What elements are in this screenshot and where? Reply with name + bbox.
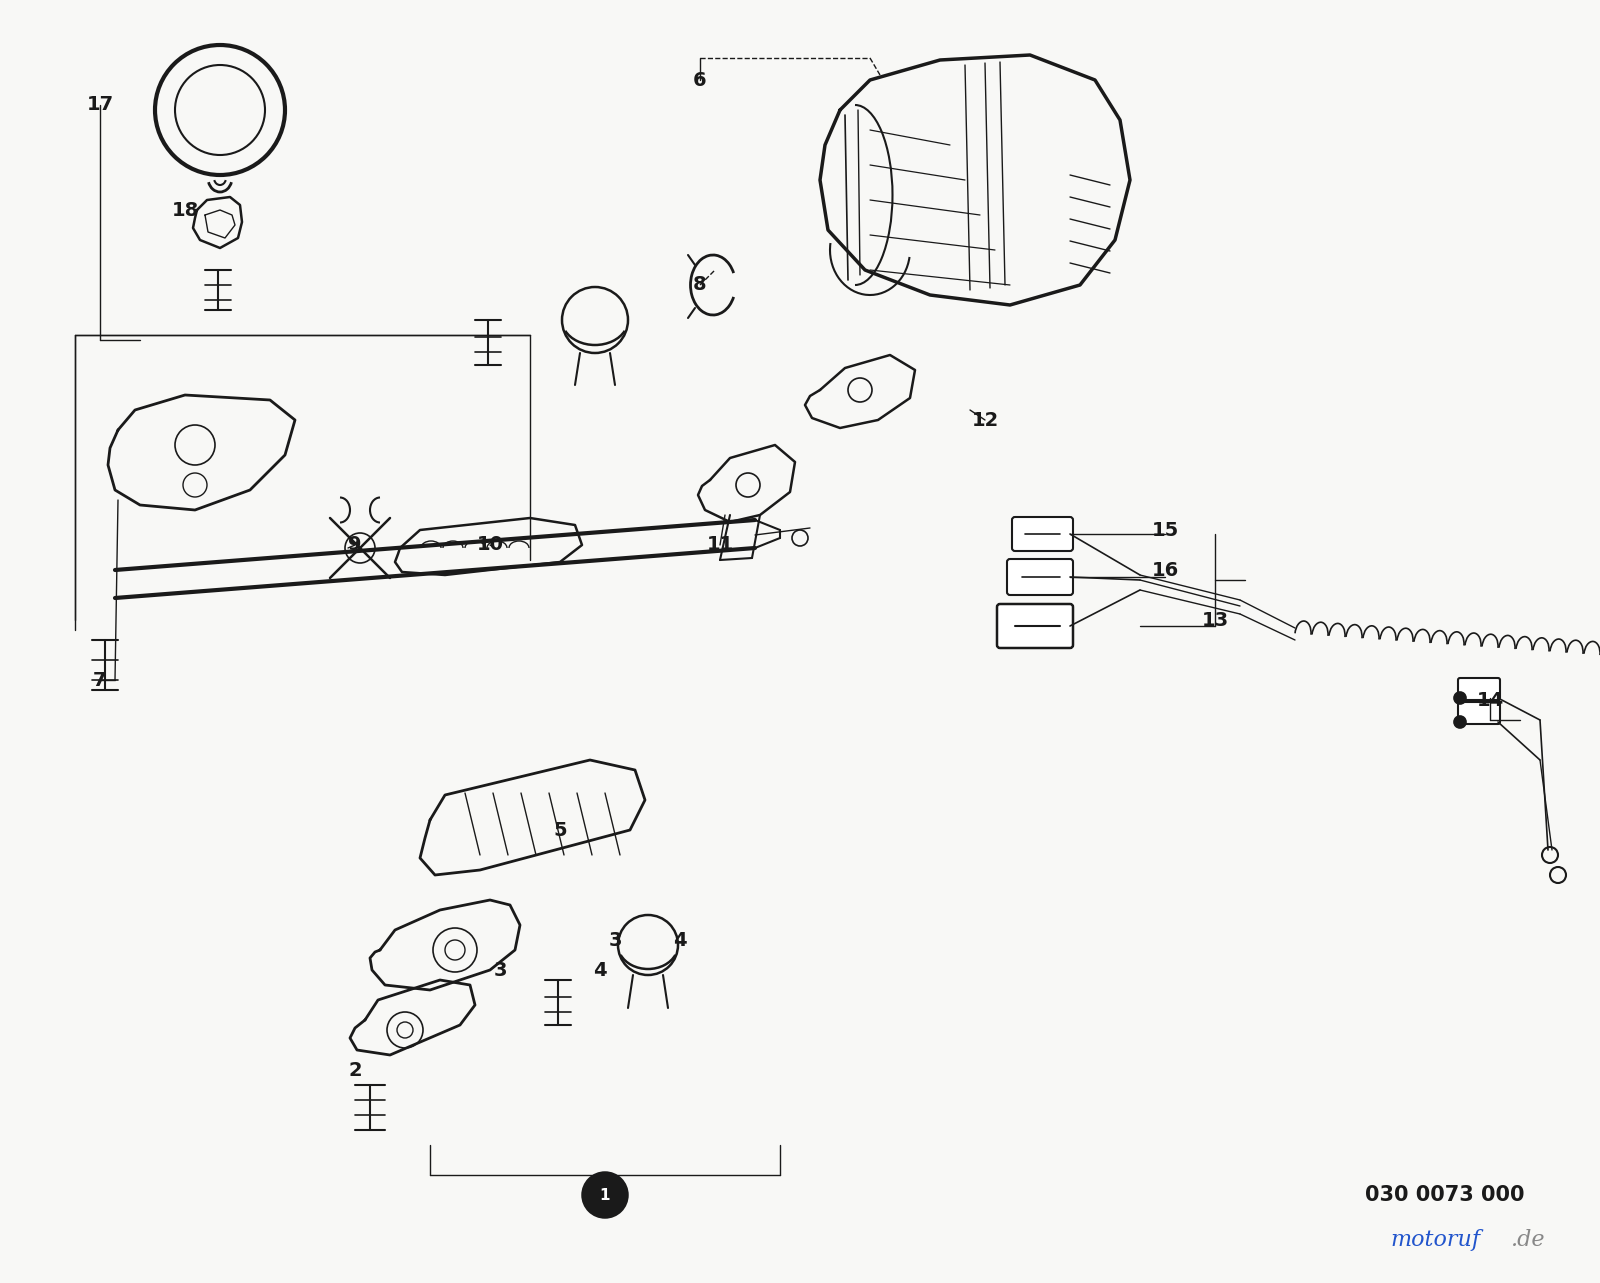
FancyBboxPatch shape xyxy=(1013,517,1074,550)
Text: 4: 4 xyxy=(594,961,606,979)
Circle shape xyxy=(1454,716,1466,727)
Text: 030 0073 000: 030 0073 000 xyxy=(1365,1185,1525,1205)
FancyBboxPatch shape xyxy=(1458,702,1501,724)
Text: 1: 1 xyxy=(600,1188,610,1202)
FancyBboxPatch shape xyxy=(997,604,1074,648)
Text: 14: 14 xyxy=(1477,690,1504,709)
Circle shape xyxy=(582,1173,627,1218)
Text: 15: 15 xyxy=(1152,521,1179,539)
Text: motoruf: motoruf xyxy=(1390,1229,1480,1251)
Circle shape xyxy=(1454,692,1466,704)
Text: 17: 17 xyxy=(86,95,114,114)
Text: 3: 3 xyxy=(608,930,622,949)
FancyBboxPatch shape xyxy=(1006,559,1074,595)
Text: 4: 4 xyxy=(674,930,686,949)
Text: 9: 9 xyxy=(349,535,362,554)
Text: 18: 18 xyxy=(171,200,198,219)
Text: 16: 16 xyxy=(1152,561,1179,580)
Text: 12: 12 xyxy=(971,411,998,430)
FancyBboxPatch shape xyxy=(1458,677,1501,701)
Text: 8: 8 xyxy=(693,276,707,295)
Text: 6: 6 xyxy=(693,71,707,90)
Text: 5: 5 xyxy=(554,821,566,839)
Text: 2: 2 xyxy=(349,1061,362,1079)
Text: 10: 10 xyxy=(477,535,504,554)
Text: 11: 11 xyxy=(706,535,734,554)
Text: .de: .de xyxy=(1510,1229,1544,1251)
Text: 7: 7 xyxy=(93,671,107,689)
Text: 3: 3 xyxy=(493,961,507,979)
Text: 13: 13 xyxy=(1202,611,1229,630)
